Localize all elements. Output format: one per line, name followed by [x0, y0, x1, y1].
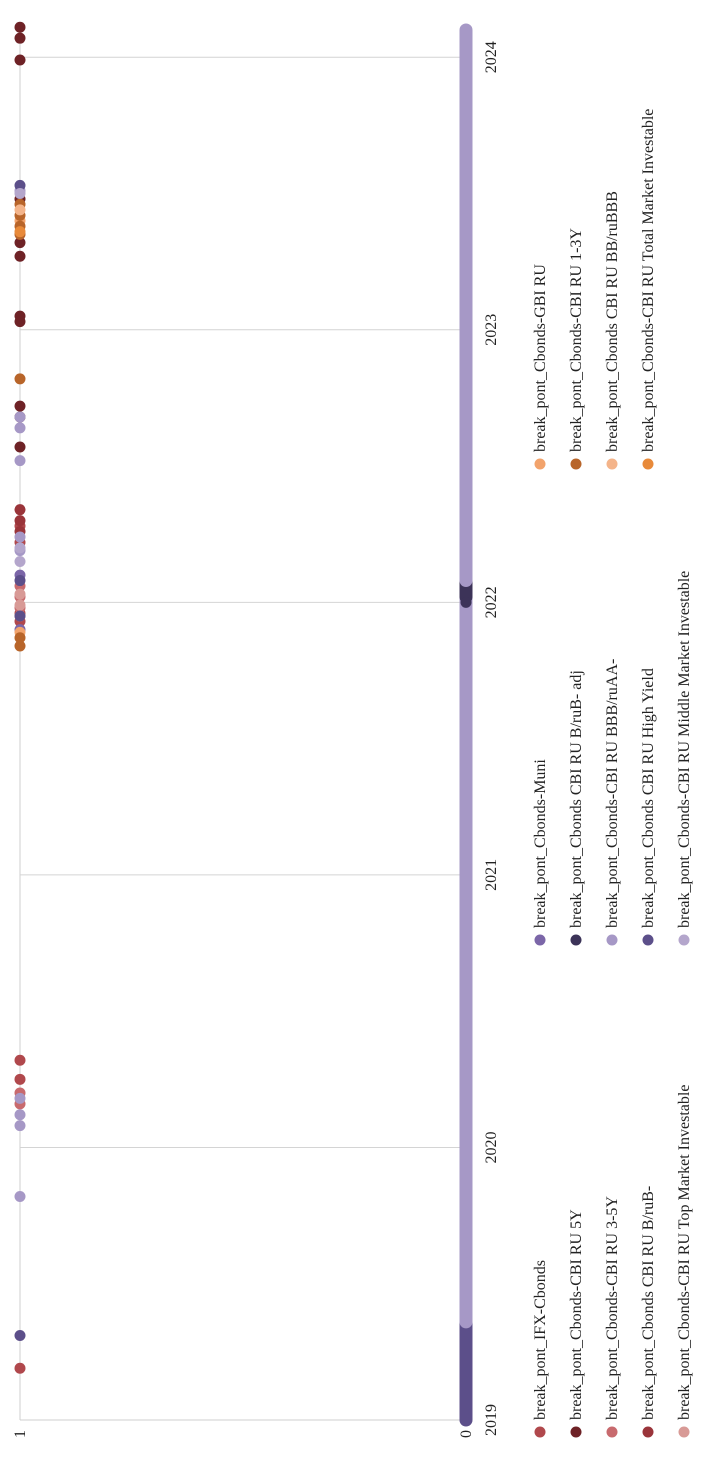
x-tick-label-2021: 2021 [483, 859, 500, 891]
point-series-8-2 [14, 575, 26, 587]
point-series-1-5 [14, 250, 26, 262]
point-series-11-2 [14, 373, 26, 385]
x-tick-label-2019: 2019 [483, 1404, 500, 1436]
legend-marker-9 [678, 934, 690, 946]
point-series-7-2 [14, 1109, 26, 1121]
point-series-7-1 [14, 1120, 26, 1132]
point-series-3-1 [14, 515, 26, 527]
point-series-4-2 [14, 588, 26, 600]
legend-label-1: break_pont_Cbonds-CBI RU 5Y [568, 1209, 585, 1420]
point-series-1-9 [14, 32, 26, 44]
x-tick-label-2024: 2024 [483, 41, 500, 73]
point-series-4-1 [14, 599, 26, 611]
point-series-1-6 [14, 237, 26, 249]
legend-marker-11 [570, 458, 582, 470]
legend-marker-13 [642, 458, 654, 470]
point-series-9-2 [14, 188, 26, 200]
legend-label-0: break_pont_IFX-Cbonds [532, 1260, 549, 1420]
legend-label-5: break_pont_Cbonds-Muni [532, 759, 549, 928]
legend-marker-7 [606, 934, 618, 946]
legend-marker-12 [606, 458, 618, 470]
point-series-7-5 [14, 531, 26, 543]
legend-label-7: break_pont_Cbonds-CBI RU BBB/ruAA- [604, 659, 621, 928]
point-series-11-0 [14, 640, 26, 652]
legend-label-2: break_pont_Cbonds-CBI RU 3-5Y [604, 1196, 621, 1420]
point-series-3-2 [14, 504, 26, 516]
legend-label-8: break_pont_Cbonds CBI RU High Yield [640, 668, 657, 928]
point-series-7-0 [14, 1191, 26, 1203]
legend-marker-2 [606, 1426, 618, 1438]
point-series-8-1 [14, 610, 26, 622]
legend-marker-1 [570, 1426, 582, 1438]
legend-label-12: break_pont_Cbonds CBI RU BB/ruBBB [604, 191, 621, 452]
point-series-8-0 [14, 1330, 26, 1342]
point-series-9-0 [14, 555, 26, 567]
legend-marker-3 [642, 1426, 654, 1438]
x-tick-label-2022: 2022 [483, 586, 500, 618]
legend-label-6: break_pont_Cbonds CBI RU B/ruB- adj [568, 670, 585, 928]
point-series-0-2 [14, 1054, 26, 1066]
legend-label-3: break_pont_Cbonds CBI RU B/ruB- [640, 1186, 657, 1420]
point-series-6-0 [460, 596, 472, 608]
x-tick-label-2023: 2023 [483, 314, 500, 346]
point-series-9-1 [14, 542, 26, 554]
point-series-0-0 [14, 1362, 26, 1374]
legend-marker-8 [642, 934, 654, 946]
legend-marker-5 [534, 934, 546, 946]
point-series-1-2 [14, 400, 26, 412]
y-tick-label-1: 1 [12, 1430, 29, 1438]
point-series-0-1 [14, 1073, 26, 1085]
point-series-1-0 [14, 441, 26, 453]
y-tick-label-0: 0 [458, 1430, 475, 1438]
point-series-1-4 [14, 310, 26, 322]
point-series-7-3 [14, 1092, 26, 1104]
legend-marker-10 [534, 458, 546, 470]
x-tick-label-2020: 2020 [483, 1131, 500, 1163]
legend-marker-0 [534, 1426, 546, 1438]
legend-marker-6 [570, 934, 582, 946]
point-series-11-1 [14, 632, 26, 644]
point-series-8-3 [14, 179, 26, 191]
point-series-1-8 [14, 54, 26, 66]
legend-label-9: break_pont_Cbonds-CBI RU Middle Market I… [676, 571, 693, 928]
point-series-1-10 [14, 21, 26, 33]
legend-label-10: break_pont_Cbonds-GBI RU [532, 264, 549, 452]
legend-label-4: break_pont_Cbonds-CBI RU Top Market Inve… [676, 1085, 693, 1420]
legend-label-11: break_pont_Cbonds-CBI RU 1-3Y [568, 228, 585, 452]
point-series-12-0 [14, 204, 26, 216]
point-series-7-7 [14, 422, 26, 434]
legend-label-13: break_pont_Cbonds-CBI RU Total Market In… [640, 109, 657, 452]
point-series-7-8 [14, 411, 26, 423]
point-series-7-6 [14, 455, 26, 467]
legend-marker-4 [678, 1426, 690, 1438]
point-series-13-0 [14, 226, 26, 238]
